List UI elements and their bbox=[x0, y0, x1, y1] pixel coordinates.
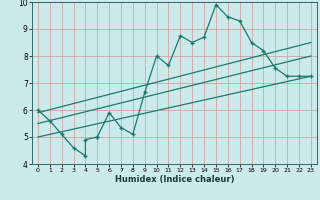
X-axis label: Humidex (Indice chaleur): Humidex (Indice chaleur) bbox=[115, 175, 234, 184]
